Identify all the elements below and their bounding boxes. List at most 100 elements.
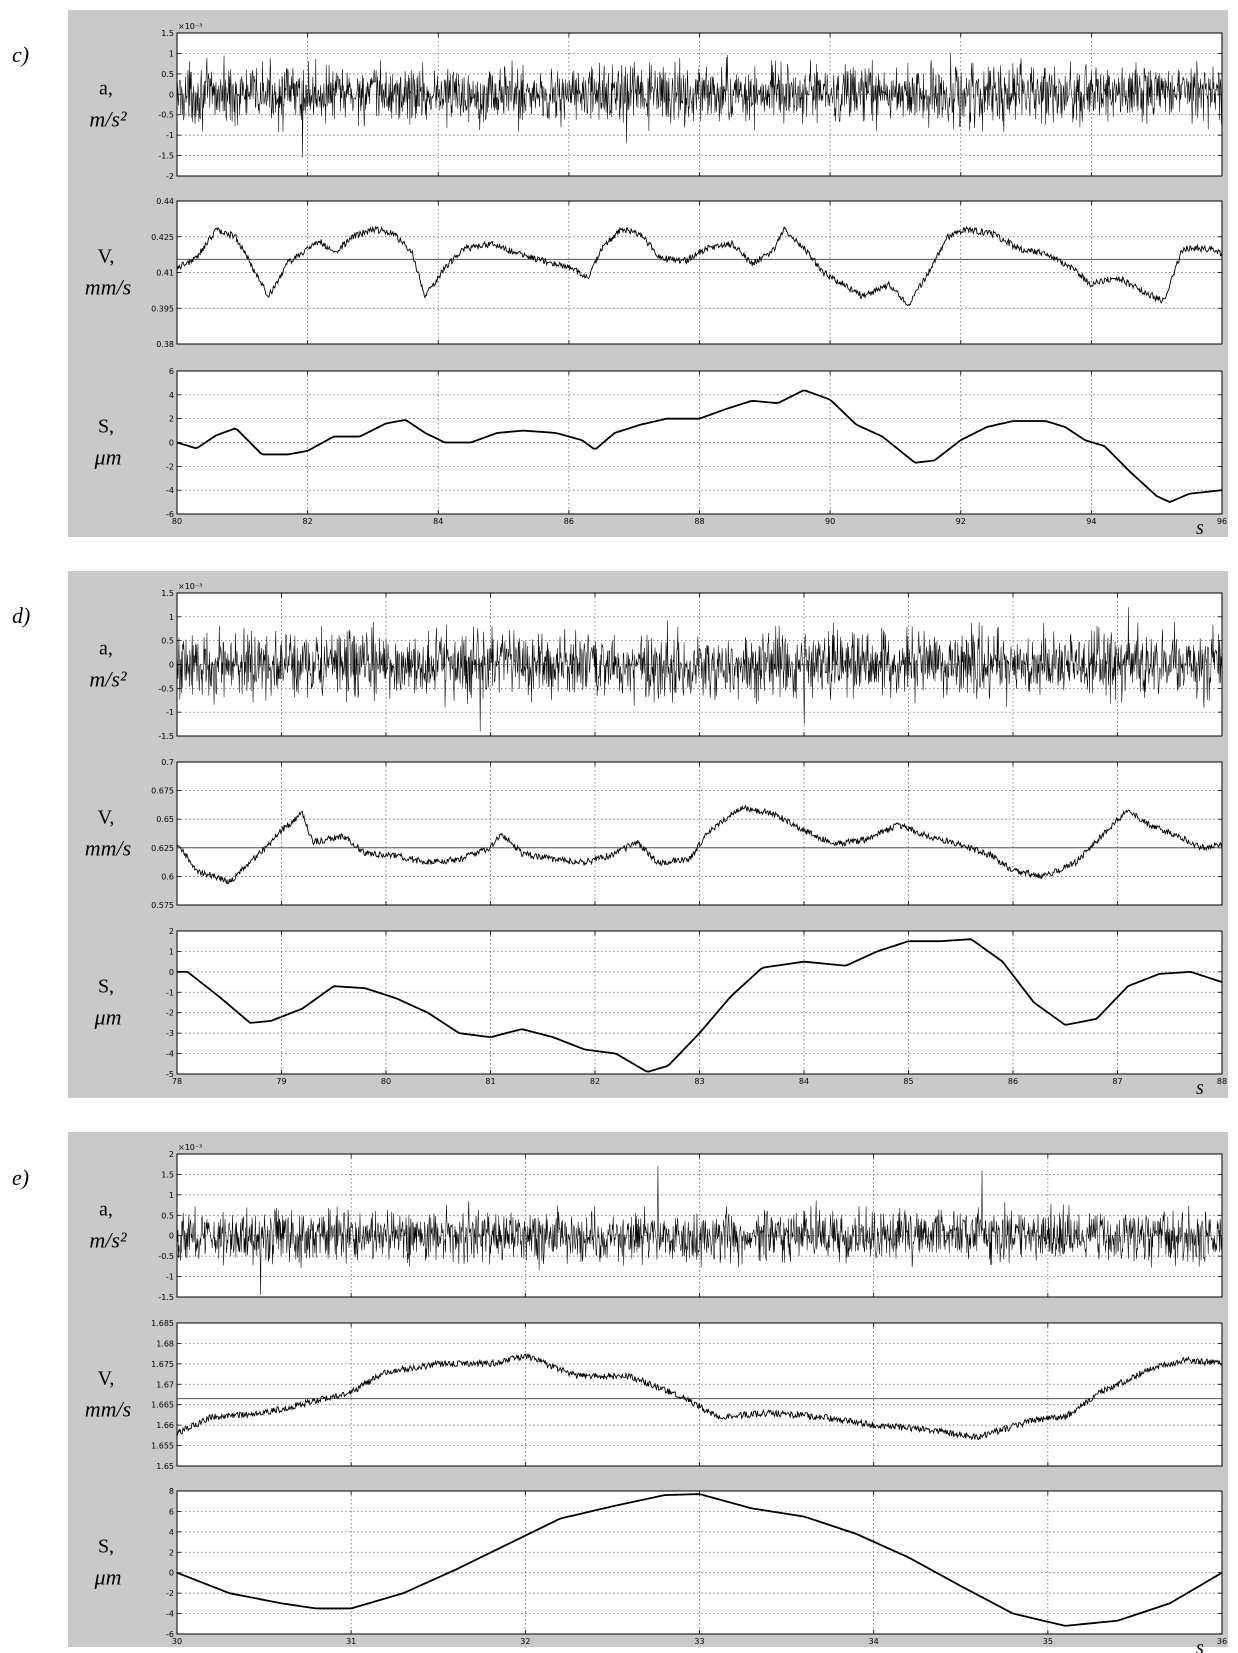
y-exponent-label: ×10⁻³ bbox=[178, 1143, 202, 1152]
y-tick-label: -2 bbox=[166, 1589, 174, 1598]
row-unit: m/s² bbox=[89, 667, 127, 692]
y-tick-label: 1 bbox=[169, 49, 174, 58]
x-tick-label: 86 bbox=[1008, 1077, 1018, 1086]
x-tick-label: 87 bbox=[1112, 1077, 1122, 1086]
x-tick-label: 82 bbox=[590, 1077, 600, 1086]
y-tick-label: 1.66 bbox=[156, 1421, 174, 1430]
displacement-trace bbox=[176, 1493, 1223, 1627]
plot-area bbox=[177, 371, 1222, 514]
panel-label: d) bbox=[12, 603, 30, 628]
subplot-V: 1.685 1.68 1.675 1.67 1.665 1.66 1.655 1.65 V, mm… bbox=[85, 1319, 1223, 1471]
y-tick-label: 0.41 bbox=[156, 269, 174, 278]
velocity-trace bbox=[176, 225, 1223, 307]
y-tick-label: 2 bbox=[169, 415, 174, 424]
panel-label: e) bbox=[12, 1165, 29, 1190]
y-tick-label: 0.425 bbox=[151, 233, 174, 242]
row-unit: mm/s bbox=[85, 836, 131, 861]
row-unit: μm bbox=[94, 1005, 122, 1030]
plot-area bbox=[177, 33, 1222, 176]
plot-frame bbox=[176, 1490, 1223, 1635]
y-tick-label: 4 bbox=[169, 391, 174, 400]
x-tick-label: 34 bbox=[869, 1637, 879, 1646]
y-tick-label: -0.5 bbox=[158, 1252, 174, 1261]
y-tick-label: 0.6 bbox=[161, 872, 174, 881]
plot-frame bbox=[176, 761, 1223, 906]
y-tick-label: 0.5 bbox=[161, 1211, 174, 1220]
y-tick-label: 1.5 bbox=[161, 29, 174, 38]
velocity-trace bbox=[176, 1353, 1223, 1441]
plot-frame bbox=[176, 200, 1223, 345]
row-unit: μm bbox=[94, 445, 122, 470]
acceleration-trace bbox=[176, 1166, 1223, 1295]
plot-area bbox=[177, 1154, 1222, 1297]
y-exponent-label: ×10⁻³ bbox=[178, 22, 202, 31]
plot-frame bbox=[176, 370, 1223, 515]
y-tick-label: 8 bbox=[169, 1487, 174, 1496]
displacement-trace bbox=[177, 938, 1223, 1073]
x-tick-label: 84 bbox=[799, 1077, 809, 1086]
panel-label: c) bbox=[12, 42, 29, 67]
displacement-trace bbox=[176, 389, 1223, 503]
x-tick-label: 79 bbox=[276, 1077, 286, 1086]
plot-area bbox=[177, 1323, 1222, 1466]
row-unit: m/s² bbox=[89, 107, 127, 132]
y-tick-label: 1 bbox=[169, 613, 174, 622]
y-tick-label: -1 bbox=[166, 131, 174, 140]
x-tick-label: 90 bbox=[825, 517, 835, 526]
subplot-S: 8 6 4 2 0 -2 -4 -6 S, μm 30 31 32 33 34 35 36 s bbox=[94, 1487, 1228, 1653]
x-tick-label: 88 bbox=[1217, 1077, 1227, 1086]
y-tick-label: -1.5 bbox=[158, 732, 174, 741]
y-tick-label: 0.38 bbox=[156, 340, 174, 349]
row-unit: mm/s bbox=[85, 1397, 131, 1422]
acceleration-trace bbox=[176, 53, 1223, 158]
subplot-a: 1.5 1 0.5 0 -0.5 -1 -1.5 -2 ×10⁻³ a, m/s² bbox=[89, 22, 1223, 181]
plot-area bbox=[177, 931, 1222, 1074]
row-label: a, bbox=[99, 78, 113, 100]
row-unit: mm/s bbox=[85, 275, 131, 300]
y-tick-label: 0 bbox=[169, 1569, 174, 1578]
x-tick-label: 83 bbox=[694, 1077, 704, 1086]
x-tick-label: 31 bbox=[346, 1637, 356, 1646]
y-tick-label: 0 bbox=[169, 661, 174, 670]
velocity-trace bbox=[176, 804, 1223, 885]
y-tick-label: -2 bbox=[166, 1009, 174, 1018]
subplot-a: 1.5 1 0.5 0 -0.5 -1 -1.5 ×10⁻³ a, m/s² bbox=[89, 582, 1223, 741]
x-tick-label: 32 bbox=[520, 1637, 530, 1646]
y-tick-label: -6 bbox=[166, 1630, 174, 1639]
y-tick-label: 0.575 bbox=[151, 901, 174, 910]
y-tick-label: -4 bbox=[166, 1610, 174, 1619]
y-tick-label: 0 bbox=[169, 1232, 174, 1241]
x-unit-label: s bbox=[1196, 517, 1204, 539]
y-tick-label: -2 bbox=[166, 462, 174, 471]
y-tick-label: 1 bbox=[169, 947, 174, 956]
y-tick-label: 1.67 bbox=[156, 1380, 174, 1389]
plot-area bbox=[177, 1491, 1222, 1634]
acceleration-trace bbox=[176, 607, 1223, 732]
plot-frame bbox=[176, 930, 1223, 1075]
plot-frame bbox=[176, 1322, 1223, 1467]
y-tick-label: 0.44 bbox=[156, 197, 174, 206]
y-tick-label: 0 bbox=[169, 439, 174, 448]
x-tick-label: 84 bbox=[433, 517, 443, 526]
row-label: S, bbox=[98, 416, 114, 438]
x-tick-label: 80 bbox=[381, 1077, 391, 1086]
plot-area bbox=[177, 201, 1222, 344]
y-tick-label: 0.65 bbox=[156, 815, 174, 824]
y-tick-label: 1.655 bbox=[151, 1442, 174, 1451]
y-tick-label: 0.5 bbox=[161, 70, 174, 79]
y-tick-label: -0.5 bbox=[158, 111, 174, 120]
y-tick-label: 1.5 bbox=[161, 1170, 174, 1179]
x-unit-label: s bbox=[1196, 1637, 1204, 1653]
y-tick-label: 1.5 bbox=[161, 589, 174, 598]
y-tick-label: -1 bbox=[166, 1273, 174, 1282]
y-tick-label: -1 bbox=[166, 988, 174, 997]
x-tick-label: 88 bbox=[694, 517, 704, 526]
y-tick-label: 1.675 bbox=[151, 1360, 174, 1369]
y-tick-label: 2 bbox=[169, 1548, 174, 1557]
plot-area bbox=[177, 762, 1222, 905]
row-label: a, bbox=[99, 638, 113, 660]
row-label: S, bbox=[98, 976, 114, 998]
plot-frame bbox=[176, 32, 1223, 177]
y-tick-label: 0.625 bbox=[151, 844, 174, 853]
